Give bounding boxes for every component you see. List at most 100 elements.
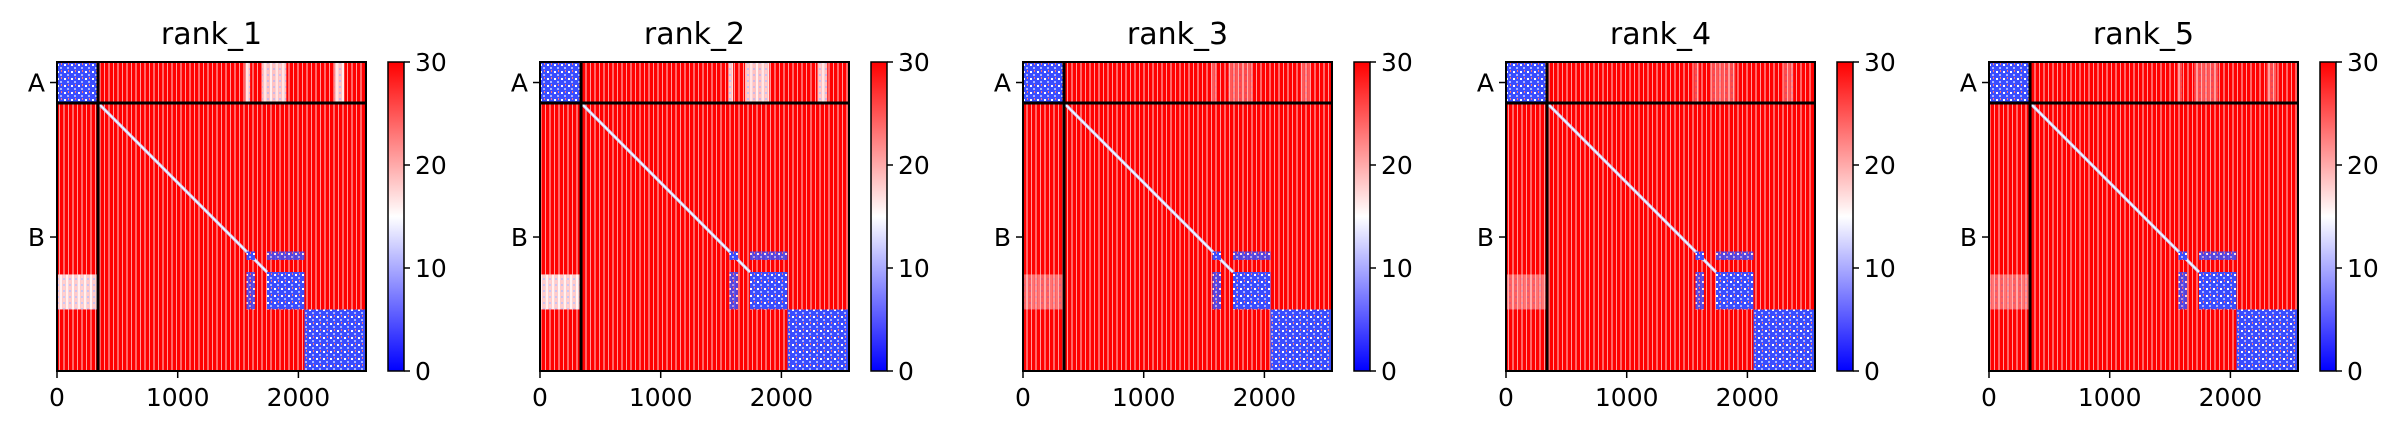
x-tick-label: 2000 [2199,383,2263,412]
panel-title: rank_5 [2093,17,2194,52]
y-tick-label: A [1477,69,1494,98]
panel-3: rank_3 0 1000 2000 A B 0 10 20 30 [994,17,1413,412]
colorbar [2319,61,2337,372]
heatmap-block [1233,272,1271,310]
y-tick-label: B [511,223,528,252]
heatmap-diagonal-core [97,102,268,273]
heatmap-band [2194,62,2219,104]
panel-title: rank_2 [644,17,745,52]
axes-frame [1022,61,1333,372]
y-tick-label: A [994,69,1011,98]
heatmap-block [1270,309,1332,371]
colorbar-tick-label: 30 [2347,48,2379,77]
heatmap-block-link [1212,272,1221,310]
axes-frame [1988,61,2299,372]
colorbar-tick-label: 0 [898,357,914,386]
y-tick-label: B [28,223,45,252]
heatmap-diagonal-core [580,102,751,273]
heatmap-block [267,272,305,310]
y-tick-label: B [1960,223,1977,252]
heatmap-diagonal-core [1063,102,1234,273]
x-tick-label: 0 [1498,383,1514,412]
heatmap-block-a [1023,62,1065,104]
heatmap-block-link [1233,251,1271,260]
colorbar-tick-label: 20 [1864,151,1896,180]
x-tick-label: 1000 [146,383,210,412]
y-tick-label: A [511,69,528,98]
heatmap-band [1711,62,1736,104]
x-tick-label: 1000 [2078,383,2142,412]
x-tick-label: 0 [532,383,548,412]
heatmap-band [728,62,734,104]
heatmap-block-a [57,62,99,104]
heatmap-block [750,272,788,310]
x-tick-label: 2000 [1233,383,1297,412]
colorbar-tick-label: 20 [898,151,930,180]
heatmap-block [2178,251,2187,260]
colorbar-tick-label: 30 [415,48,447,77]
colorbar-tick-label: 0 [1381,357,1397,386]
y-tick-label: A [28,69,45,98]
heatmap-block [304,309,366,371]
x-tick-label: 1000 [1595,383,1659,412]
heatmap-band [1211,62,1217,104]
panel-1: rank_1 0 1000 2000 A B 0 10 20 30 [28,17,447,412]
heatmap-band [1506,274,1548,310]
colorbar-tick-label: 0 [1864,357,1880,386]
colorbar [870,61,888,372]
heatmap-band [2177,62,2183,104]
heatmap-band [1300,62,1311,104]
heatmap-block-link [729,272,738,310]
x-tick-label: 0 [1981,383,1997,412]
heatmap-block [1753,309,1815,371]
heatmap-block-link [750,251,788,260]
heatmap-block-a [540,62,582,104]
heatmap-band [245,62,251,104]
x-tick-label: 1000 [629,383,693,412]
colorbar-tick-label: 30 [1381,48,1413,77]
heatmap-block-a [1989,62,2031,104]
heatmap-block-a [1506,62,1548,104]
colorbar-tick-label: 10 [898,254,930,283]
colorbar [387,61,405,372]
panel-2: rank_2 0 1000 2000 A B 0 10 20 30 [511,17,930,412]
axes-frame [56,61,367,372]
colorbar-tick-label: 0 [415,357,431,386]
panel-title: rank_3 [1127,17,1228,52]
heatmap-block [729,251,738,260]
x-tick-label: 2000 [1716,383,1780,412]
colorbar-tick-label: 30 [898,48,930,77]
colorbar-tick-label: 20 [1381,151,1413,180]
heatmap-block [2199,272,2237,310]
colorbar-tick-label: 10 [2347,254,2379,283]
colorbar-tick-label: 30 [1864,48,1896,77]
colorbar [1836,61,1854,372]
x-tick-label: 2000 [267,383,331,412]
x-tick-label: 0 [49,383,65,412]
heatmap-band [2266,62,2277,104]
colorbar-tick-label: 10 [415,254,447,283]
x-tick-label: 2000 [750,383,814,412]
colorbar-tick-label: 10 [1381,254,1413,283]
heatmap-block-link [246,272,255,310]
heatmap-band [817,62,828,104]
panel-title: rank_1 [161,17,262,52]
heatmap-band [745,62,770,104]
y-tick-label: B [1477,223,1494,252]
heatmap-block-link [2178,272,2187,310]
heatmap-block-link [1716,251,1754,260]
heatmap-block [787,309,849,371]
x-tick-label: 0 [1015,383,1031,412]
heatmap-band [1228,62,1253,104]
heatmap-block [1212,251,1221,260]
heatmap-band [1023,274,1065,310]
x-tick-label: 1000 [1112,383,1176,412]
heatmap-diagonal-core [2029,102,2200,273]
heatmap-band [540,274,582,310]
axes-frame [539,61,850,372]
axes-frame [1505,61,1816,372]
heatmap-block [1695,251,1704,260]
colorbar-tick-label: 20 [415,151,447,180]
heatmap-block [246,251,255,260]
